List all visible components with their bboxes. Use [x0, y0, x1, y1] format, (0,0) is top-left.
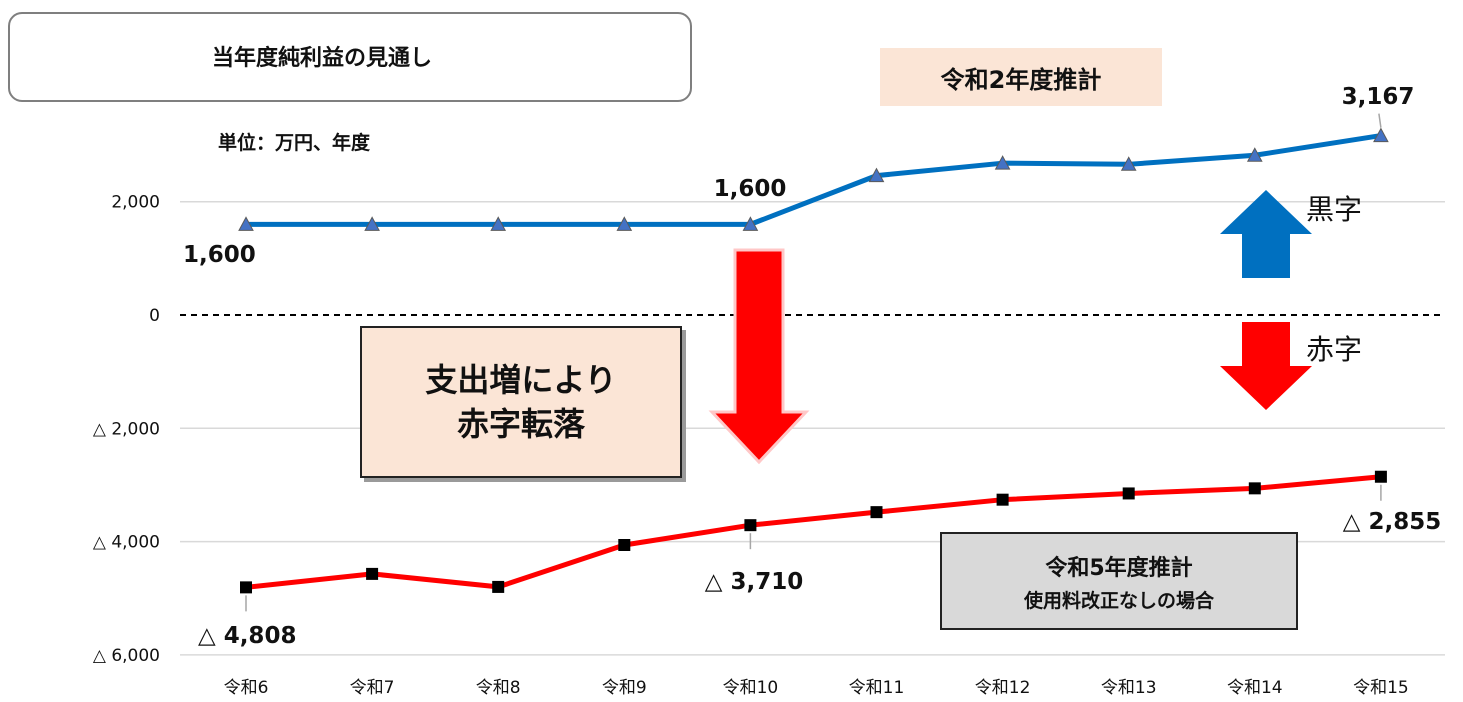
deficit-callout: 支出増により 赤字転落	[360, 326, 682, 478]
leader-line	[1378, 113, 1382, 128]
data-point	[618, 538, 631, 551]
surplus-arrow-icon	[1220, 190, 1312, 278]
data-point	[238, 216, 254, 231]
data-point	[870, 506, 883, 519]
data-point	[616, 216, 633, 231]
unit-label: 単位：万円、年度	[218, 132, 371, 154]
data-point	[364, 216, 380, 231]
data-point	[240, 581, 252, 594]
x-tick-label: 令和10	[723, 678, 779, 698]
data-point	[1120, 156, 1137, 171]
data-point	[1374, 470, 1387, 483]
y-tick-label: △ 2,000	[93, 419, 160, 439]
callout-line-1: 支出増により	[425, 361, 617, 399]
x-tick-label: 令和13	[1101, 678, 1157, 698]
estimate-r5-note: 使用料改正なしの場合	[1023, 589, 1214, 612]
data-point	[996, 493, 1009, 506]
big-down-arrow-icon	[708, 248, 810, 465]
deficit-arrow-icon	[1220, 322, 1312, 410]
data-label: △ 2,855	[1343, 509, 1441, 535]
x-tick-label: 令和7	[350, 678, 395, 698]
estimate-r2-label: 令和2年度推計	[880, 48, 1162, 106]
x-tick-label: 令和11	[849, 678, 905, 698]
x-tick-label: 令和9	[602, 678, 647, 698]
data-label: △ 3,710	[705, 569, 803, 595]
data-point	[366, 567, 379, 580]
data-point	[1246, 147, 1263, 162]
y-tick-label: 2,000	[111, 193, 160, 213]
x-tick-label: 令和14	[1227, 678, 1283, 698]
x-tick-label: 令和6	[224, 678, 269, 698]
data-label: △ 4,808	[198, 623, 296, 649]
data-label: 1,600	[714, 176, 787, 202]
y-tick-label: △ 4,000	[93, 533, 160, 553]
data-point	[490, 216, 507, 231]
data-point	[1373, 127, 1389, 143]
series-line-1	[245, 474, 1382, 590]
data-point	[1122, 487, 1135, 500]
deficit-label: 赤字	[1306, 333, 1363, 366]
estimate-r5-title: 令和5年度推計	[1045, 555, 1193, 581]
data-point	[994, 155, 1011, 170]
chart-title: 当年度純利益の見通し	[212, 46, 433, 71]
y-tick-label: 0	[149, 306, 160, 326]
estimate-r5-box: 令和5年度推計 使用料改正なしの場合	[940, 532, 1298, 630]
x-tick-label: 令和15	[1353, 678, 1409, 698]
data-point	[1248, 482, 1261, 495]
data-point	[744, 519, 757, 532]
data-label: 1,600	[183, 242, 256, 268]
x-tick-label: 令和8	[476, 678, 521, 698]
x-tick-label: 令和12	[975, 678, 1031, 698]
data-label: 3,167	[1342, 84, 1415, 110]
y-tick-label: △ 6,000	[93, 646, 160, 666]
data-point	[742, 216, 759, 231]
data-point	[492, 580, 505, 593]
series-line-0	[246, 133, 1382, 227]
title-box	[8, 12, 692, 102]
callout-line-2: 赤字転落	[456, 405, 585, 443]
surplus-label: 黒字	[1306, 193, 1363, 226]
data-point	[868, 167, 885, 183]
